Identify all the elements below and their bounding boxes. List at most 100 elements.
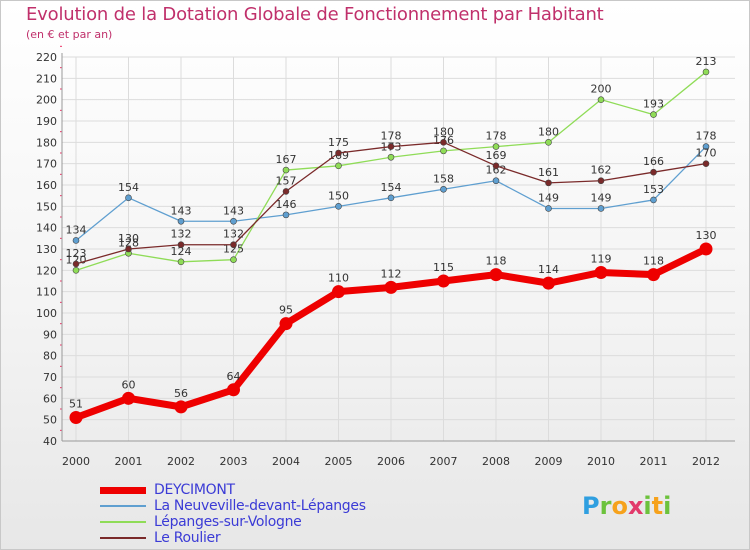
data-point — [597, 177, 605, 185]
data-label: 114 — [538, 263, 559, 276]
data-label: 153 — [643, 183, 664, 196]
data-point — [489, 268, 503, 282]
data-label: 134 — [66, 223, 87, 236]
data-label: 166 — [643, 155, 664, 168]
legend-label: Lépanges-sur-Vologne — [154, 514, 302, 530]
data-label: 51 — [69, 398, 83, 411]
data-label: 150 — [328, 189, 349, 202]
data-point — [177, 217, 185, 225]
logo-letter: i — [663, 492, 672, 520]
data-label: 132 — [223, 228, 244, 241]
data-label: 178 — [696, 130, 717, 143]
data-label: 118 — [643, 255, 664, 268]
legend-item: DEYCIMONT — [100, 482, 366, 498]
y-tick-label: 130 — [36, 243, 57, 256]
data-point — [174, 400, 188, 414]
data-point — [647, 268, 660, 282]
data-point — [335, 162, 342, 170]
logo-letter: x — [627, 492, 644, 520]
y-tick-label: 90 — [43, 328, 57, 341]
y-tick-label: 140 — [36, 222, 57, 235]
data-point — [545, 179, 552, 187]
data-point — [650, 168, 657, 176]
data-point — [437, 274, 450, 288]
y-tick-label: 50 — [43, 414, 57, 427]
legend-swatch — [100, 486, 146, 494]
data-point — [440, 139, 447, 146]
data-point — [72, 267, 80, 274]
data-label: 193 — [643, 98, 664, 111]
data-point — [125, 194, 132, 202]
legend-label: DEYCIMONT — [154, 482, 235, 498]
data-point — [702, 68, 710, 76]
x-tick-label: 2003 — [220, 455, 248, 468]
data-label: 213 — [696, 55, 717, 68]
x-tick-label: 2002 — [167, 455, 195, 468]
data-label: 162 — [591, 164, 612, 177]
y-tick-label: 40 — [43, 435, 57, 448]
data-point — [492, 177, 500, 185]
x-tick-label: 2012 — [692, 455, 720, 468]
x-tick-label: 2004 — [272, 455, 300, 468]
data-point — [122, 391, 135, 405]
data-point — [387, 153, 395, 161]
data-point — [702, 143, 710, 150]
legend-swatch — [100, 505, 146, 507]
data-point — [282, 188, 290, 195]
data-point — [384, 280, 398, 294]
data-label: 180 — [538, 125, 559, 138]
legend-label: La Neuveville-devant-Lépanges — [154, 498, 366, 514]
data-label: 56 — [174, 387, 188, 400]
data-point — [177, 258, 185, 266]
y-tick-label: 70 — [43, 371, 57, 384]
chart-title: Evolution de la Dotation Globale de Fonc… — [26, 4, 604, 25]
logo-letter: o — [611, 492, 628, 520]
logo-letter: t — [651, 492, 664, 520]
data-label: 200 — [591, 83, 612, 96]
proxiti-logo: Proxiti — [582, 492, 671, 520]
x-tick-label: 2006 — [377, 455, 405, 468]
y-tick-label: 210 — [36, 72, 57, 85]
data-label: 130 — [118, 232, 139, 245]
data-label: 112 — [381, 267, 402, 280]
data-label: 130 — [696, 229, 717, 242]
data-point — [72, 260, 80, 268]
data-point — [597, 96, 605, 103]
x-tick-label: 2005 — [325, 455, 353, 468]
y-tick-label: 110 — [36, 286, 57, 299]
data-label: 149 — [591, 191, 612, 204]
legend-swatch — [100, 537, 146, 539]
x-tick-label: 2011 — [640, 455, 668, 468]
data-label: 178 — [381, 130, 402, 143]
data-label: 180 — [433, 125, 454, 138]
data-label: 167 — [276, 153, 297, 166]
data-point — [335, 149, 342, 157]
data-point — [699, 242, 713, 256]
legend-item: La Neuveville-devant-Lépanges — [100, 498, 366, 514]
data-point — [440, 185, 447, 193]
data-point — [69, 411, 83, 425]
data-point — [594, 265, 608, 279]
data-label: 178 — [486, 130, 507, 143]
y-tick-label: 200 — [36, 94, 57, 107]
y-tick-label: 190 — [36, 115, 57, 128]
y-tick-label: 80 — [43, 350, 57, 363]
y-tick-label: 60 — [43, 392, 57, 405]
logo-letter: P — [582, 492, 600, 520]
data-label: 123 — [66, 247, 87, 260]
legend: DEYCIMONT La Neuveville-devant-Lépanges Lé… — [100, 482, 366, 546]
data-label: 64 — [227, 370, 241, 383]
y-tick-label: 220 — [36, 51, 57, 64]
data-label: 149 — [538, 191, 559, 204]
legend-swatch — [100, 521, 146, 523]
line-chart: 40 50 60 70 80 90 100 110 120 130 140 150 160 170 180 1… — [36, 45, 735, 468]
data-point — [387, 143, 395, 150]
data-point — [387, 194, 395, 202]
y-tick-label: 150 — [36, 200, 57, 213]
y-tick-label: 180 — [36, 136, 57, 149]
data-point — [177, 241, 185, 249]
data-point — [282, 211, 290, 219]
legend-label: Le Roulier — [154, 530, 221, 546]
data-label: 118 — [486, 255, 507, 268]
data-label: 158 — [433, 172, 454, 185]
